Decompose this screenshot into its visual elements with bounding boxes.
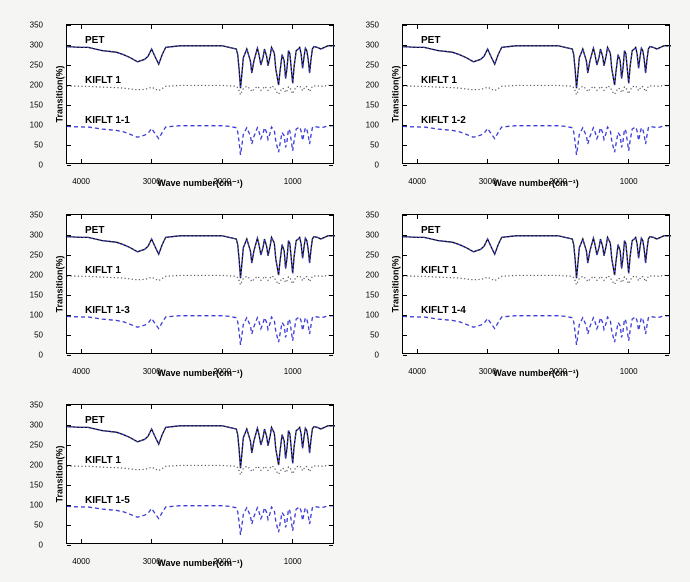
- plot-area: PETKIFLT 1KIFLT 1-3050100150200250300350…: [66, 214, 334, 354]
- y-tick-label: 200: [30, 81, 43, 90]
- x-tick-label: 1000: [620, 177, 638, 186]
- series-svg: [67, 215, 335, 355]
- x-axis-label: Wave number(cm⁻¹): [493, 178, 578, 189]
- x-tick-label: 4000: [72, 367, 90, 376]
- plot-area: PETKIFLT 1KIFLT 1-1050100150200250300350…: [66, 24, 334, 164]
- y-axis-label: Transition(%): [55, 255, 65, 312]
- y-tick-label: 100: [366, 121, 379, 130]
- y-tick-label: 300: [366, 41, 379, 50]
- y-tick-label: 300: [30, 231, 43, 240]
- y-tick-label: 250: [366, 61, 379, 70]
- y-tick-label: 50: [34, 141, 43, 150]
- series-svg: [403, 215, 671, 355]
- plot-area: PETKIFLT 1KIFLT 1-5050100150200250300350…: [66, 404, 334, 544]
- trace-label: KIFLT 1: [85, 455, 121, 466]
- y-tick-label: 150: [30, 291, 43, 300]
- y-tick-label: 0: [375, 161, 379, 170]
- series-svg: [67, 25, 335, 165]
- y-tick-label: 350: [30, 401, 43, 410]
- x-tick-label: 4000: [408, 367, 426, 376]
- trace-label: KIFLT 1: [421, 75, 457, 86]
- y-tick-label: 50: [370, 331, 379, 340]
- trace-label: KIFLT 1: [85, 75, 121, 86]
- y-tick-label: 0: [39, 161, 43, 170]
- y-tick-label: 150: [30, 481, 43, 490]
- y-tick-label: 350: [30, 211, 43, 220]
- trace-label: KIFLT 1-2: [421, 115, 466, 126]
- x-axis-label: Wave number(cm⁻¹): [157, 558, 242, 569]
- x-axis-label: Wave number(cm⁻¹): [493, 368, 578, 379]
- plot-area: PETKIFLT 1KIFLT 1-4050100150200250300350…: [402, 214, 670, 354]
- trace-label: PET: [85, 225, 104, 236]
- x-tick-label: 1000: [284, 177, 302, 186]
- x-tick-label: 4000: [72, 557, 90, 566]
- y-tick-label: 250: [30, 441, 43, 450]
- figure-page: PET KIFLT 1 KIFLT 1-1 0 50 100 150 200 250 300 350…: [0, 0, 690, 573]
- y-tick-label: 100: [30, 311, 43, 320]
- y-tick-label: 200: [30, 461, 43, 470]
- y-axis-label: Transition(%): [55, 65, 65, 122]
- y-tick-label: 0: [39, 351, 43, 360]
- plot-area: PETKIFLT 1KIFLT 1-2050100150200250300350…: [402, 24, 670, 164]
- trace-label: KIFLT 1-1: [85, 115, 130, 126]
- y-tick-label: 100: [366, 311, 379, 320]
- y-tick-label: 250: [30, 61, 43, 70]
- y-axis-label: Transition(%): [391, 65, 401, 122]
- spectrum-panel: PET KIFLT 1 KIFLT 1-1 0 50 100 150 200 250 300 350…: [28, 20, 334, 192]
- spectrum-panel: PET KIFLT 1 KIFLT 1-4 0 50 100 150 200 250 300 350…: [364, 210, 670, 382]
- y-tick-label: 100: [30, 121, 43, 130]
- y-tick-label: 50: [34, 521, 43, 530]
- trace-label: PET: [85, 415, 104, 426]
- y-tick-label: 350: [30, 21, 43, 30]
- y-tick-label: 0: [375, 351, 379, 360]
- trace-label: KIFLT 1-4: [421, 305, 466, 316]
- x-tick-label: 1000: [284, 557, 302, 566]
- x-tick-label: 4000: [408, 177, 426, 186]
- y-axis-label: Transition(%): [55, 445, 65, 502]
- y-tick-label: 250: [30, 251, 43, 260]
- spectrum-panel: PET KIFLT 1 KIFLT 1-5 0 50 100 150 200 250 300 350…: [28, 400, 334, 572]
- y-tick-label: 150: [30, 101, 43, 110]
- y-tick-label: 300: [30, 41, 43, 50]
- x-tick-label: 4000: [72, 177, 90, 186]
- y-tick-label: 0: [39, 541, 43, 550]
- y-tick-label: 300: [30, 421, 43, 430]
- trace-label: KIFLT 1-3: [85, 305, 130, 316]
- trace-label: KIFLT 1: [421, 265, 457, 276]
- spectrum-panel: PET KIFLT 1 KIFLT 1-3 0 50 100 150 200 250 300 350…: [28, 210, 334, 382]
- y-tick-label: 50: [34, 331, 43, 340]
- trace-label: KIFLT 1: [85, 265, 121, 276]
- y-tick-label: 350: [366, 21, 379, 30]
- trace-label: KIFLT 1-5: [85, 495, 130, 506]
- y-tick-label: 350: [366, 211, 379, 220]
- y-tick-label: 200: [30, 271, 43, 280]
- series-svg: [403, 25, 671, 165]
- x-tick-label: 1000: [284, 367, 302, 376]
- trace-label: PET: [85, 35, 104, 46]
- x-axis-label: Wave number(cm⁻¹): [157, 368, 242, 379]
- y-tick-label: 50: [370, 141, 379, 150]
- y-tick-label: 250: [366, 251, 379, 260]
- x-tick-label: 1000: [620, 367, 638, 376]
- panel-grid: PET KIFLT 1 KIFLT 1-1 0 50 100 150 200 250 300 350…: [0, 0, 690, 582]
- y-tick-label: 200: [366, 271, 379, 280]
- y-tick-label: 300: [366, 231, 379, 240]
- spectrum-panel: PET KIFLT 1 KIFLT 1-2 0 50 100 150 200 250 300 350…: [364, 20, 670, 192]
- trace-label: PET: [421, 35, 440, 46]
- y-tick-label: 150: [366, 101, 379, 110]
- series-svg: [67, 405, 335, 545]
- y-tick-label: 100: [30, 501, 43, 510]
- y-tick-label: 200: [366, 81, 379, 90]
- y-axis-label: Transition(%): [391, 255, 401, 312]
- y-tick-label: 150: [366, 291, 379, 300]
- trace-label: PET: [421, 225, 440, 236]
- x-axis-label: Wave number(cm⁻¹): [157, 178, 242, 189]
